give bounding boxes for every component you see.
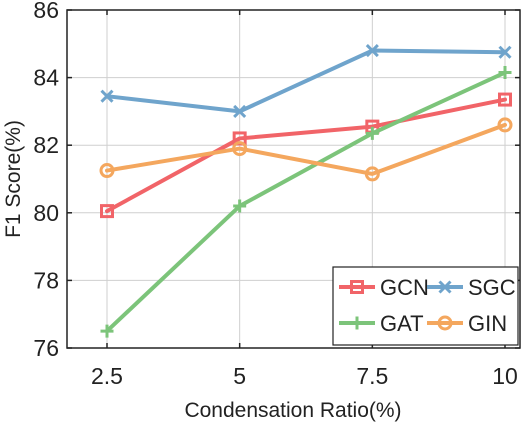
series-layer — [99, 43, 513, 338]
legend-item-gat: GAT — [339, 311, 424, 336]
x-tick-label: 10 — [492, 363, 518, 389]
legend-marker-gcn — [350, 280, 364, 294]
legend-item-gcn: GCN — [339, 275, 429, 300]
data-point-gat — [233, 199, 247, 213]
y-tick-label: 86 — [33, 0, 59, 23]
data-point-gin — [497, 117, 513, 133]
data-point-gcn — [100, 204, 114, 219]
data-point-sgc — [233, 104, 247, 118]
legend-label-gin: GIN — [468, 311, 507, 336]
legend-item-sgc: SGC — [427, 275, 516, 300]
series-sgc — [100, 43, 512, 118]
data-point-sgc — [498, 45, 512, 59]
legend-label-gcn: GCN — [380, 275, 429, 300]
series-line-gat — [105, 70, 507, 334]
series-line-sgc — [105, 48, 507, 114]
data-point-sgc — [100, 89, 114, 103]
y-tick-label: 80 — [33, 200, 59, 226]
y-tick-label: 82 — [33, 132, 59, 158]
series-gcn — [100, 92, 512, 219]
y-tick-label: 76 — [33, 335, 59, 361]
y-tick-label: 78 — [33, 267, 59, 293]
data-point-gcn — [498, 92, 512, 107]
data-point-gin — [364, 166, 380, 182]
x-tick-label: 2.5 — [91, 363, 123, 389]
legend-marker-sgc — [438, 280, 452, 294]
legend-label-sgc: SGC — [468, 275, 516, 300]
x-tick-label: 5 — [233, 363, 246, 389]
data-point-gin — [99, 163, 115, 179]
y-tick-label: 84 — [33, 65, 59, 91]
data-point-gin — [232, 141, 248, 157]
series-line-gin — [105, 122, 507, 176]
axis-ticks: 2.5 5 7.5 10 76 78 80 82 84 86 — [33, 0, 520, 389]
x-axis-title: Condensation Ratio(%) — [184, 399, 401, 422]
series-line-gcn — [105, 97, 507, 214]
x-tick-label: 7.5 — [356, 363, 388, 389]
series-gin — [99, 117, 513, 182]
series-gat — [100, 66, 512, 338]
legend-item-gin: GIN — [427, 311, 507, 336]
legend-marker-gat — [350, 316, 364, 330]
data-point-sgc — [365, 43, 379, 58]
data-point-gat — [100, 324, 114, 338]
data-point-gat — [498, 66, 512, 80]
data-point-gat — [365, 126, 379, 140]
legend-marker-gin — [437, 315, 453, 331]
y-axis-title: F1 Score(%) — [2, 120, 25, 238]
legend: GCN SGC GAT GIN — [332, 266, 519, 346]
plot-frame — [66, 9, 521, 349]
legend-label-gat: GAT — [380, 311, 424, 336]
